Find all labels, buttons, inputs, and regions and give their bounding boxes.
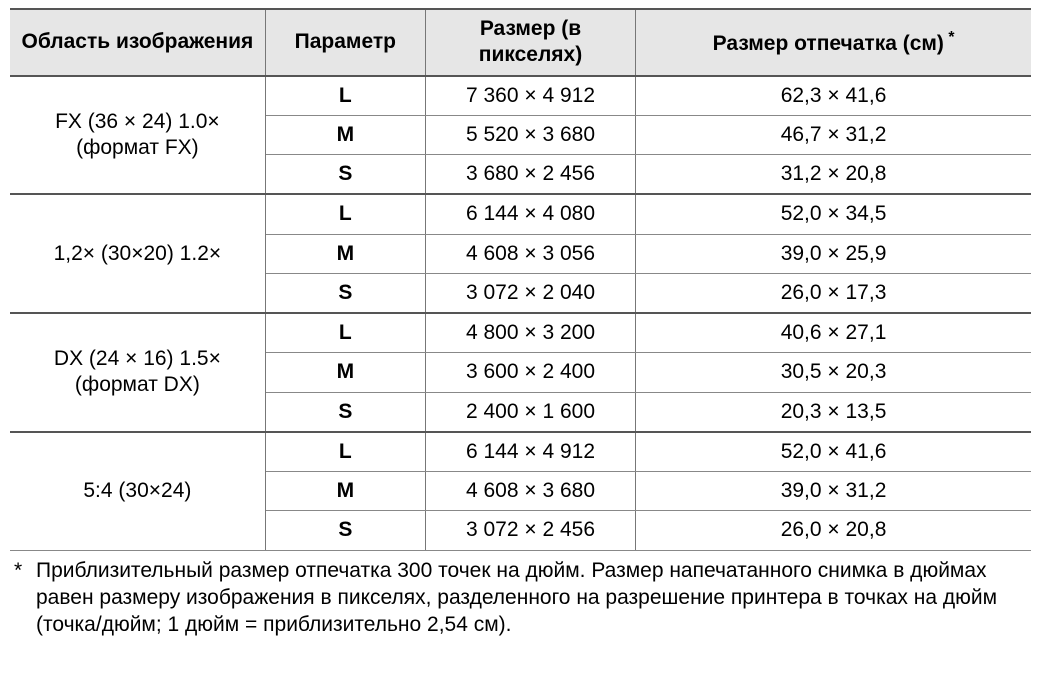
cell-pixels: 2 400 × 1 600 xyxy=(425,392,635,432)
cell-pixels: 3 600 × 2 400 xyxy=(425,353,635,392)
table-row: 1,2× (30×20) 1.2×L6 144 × 4 08052,0 × 34… xyxy=(10,194,1031,234)
table-row: FX (36 × 24) 1.0×(формат FX)L7 360 × 4 9… xyxy=(10,76,1031,116)
cell-param: M xyxy=(265,115,425,154)
cell-pixels: 6 144 × 4 912 xyxy=(425,432,635,472)
table-header-row: Область изображения Параметр Размер (в п… xyxy=(10,9,1031,76)
cell-pixels: 6 144 × 4 080 xyxy=(425,194,635,234)
cell-pixels: 3 072 × 2 456 xyxy=(425,511,635,550)
cell-param: L xyxy=(265,313,425,353)
cell-print: 52,0 × 34,5 xyxy=(636,194,1031,234)
cell-print: 39,0 × 31,2 xyxy=(636,472,1031,511)
cell-pixels: 4 800 × 3 200 xyxy=(425,313,635,353)
cell-param: M xyxy=(265,353,425,392)
table-row: DX (24 × 16) 1.5×(формат DX)L4 800 × 3 2… xyxy=(10,313,1031,353)
cell-pixels: 5 520 × 3 680 xyxy=(425,115,635,154)
cell-area: DX (24 × 16) 1.5×(формат DX) xyxy=(10,313,265,432)
cell-print: 31,2 × 20,8 xyxy=(636,155,1031,195)
cell-param: L xyxy=(265,432,425,472)
cell-pixels: 4 608 × 3 680 xyxy=(425,472,635,511)
cell-print: 46,7 × 31,2 xyxy=(636,115,1031,154)
cell-pixels: 3 680 × 2 456 xyxy=(425,155,635,195)
cell-param: S xyxy=(265,155,425,195)
cell-print: 62,3 × 41,6 xyxy=(636,76,1031,116)
image-size-table: Область изображения Параметр Размер (в п… xyxy=(10,8,1031,551)
cell-print: 39,0 × 25,9 xyxy=(636,234,1031,273)
cell-print: 40,6 × 27,1 xyxy=(636,313,1031,353)
cell-param: S xyxy=(265,392,425,432)
cell-param: S xyxy=(265,273,425,313)
cell-pixels: 7 360 × 4 912 xyxy=(425,76,635,116)
footnote-marker: * xyxy=(14,557,36,639)
cell-param: M xyxy=(265,472,425,511)
cell-area: 5:4 (30×24) xyxy=(10,432,265,550)
cell-pixels: 4 608 × 3 056 xyxy=(425,234,635,273)
table-row: 5:4 (30×24)L6 144 × 4 91252,0 × 41,6 xyxy=(10,432,1031,472)
cell-print: 20,3 × 13,5 xyxy=(636,392,1031,432)
table-body: FX (36 × 24) 1.0×(формат FX)L7 360 × 4 9… xyxy=(10,76,1031,551)
footnote: * Приблизительный размер отпечатка 300 т… xyxy=(10,551,1031,639)
cell-area: FX (36 × 24) 1.0×(формат FX) xyxy=(10,76,265,195)
cell-param: M xyxy=(265,234,425,273)
cell-pixels: 3 072 × 2 040 xyxy=(425,273,635,313)
col-header-print-text: Размер отпечатка (см) xyxy=(713,32,944,55)
footnote-text: Приблизительный размер отпечатка 300 точ… xyxy=(36,557,1027,639)
cell-area: 1,2× (30×20) 1.2× xyxy=(10,194,265,313)
cell-print: 52,0 × 41,6 xyxy=(636,432,1031,472)
col-header-pixels: Размер (в пикселях) xyxy=(425,9,635,76)
cell-print: 30,5 × 20,3 xyxy=(636,353,1031,392)
cell-param: L xyxy=(265,194,425,234)
cell-print: 26,0 × 17,3 xyxy=(636,273,1031,313)
cell-print: 26,0 × 20,8 xyxy=(636,511,1031,550)
footnote-marker-header: * xyxy=(944,29,955,46)
col-header-area: Область изображения xyxy=(10,9,265,76)
cell-param: L xyxy=(265,76,425,116)
cell-param: S xyxy=(265,511,425,550)
col-header-print: Размер отпечатка (см) * xyxy=(636,9,1031,76)
col-header-param: Параметр xyxy=(265,9,425,76)
